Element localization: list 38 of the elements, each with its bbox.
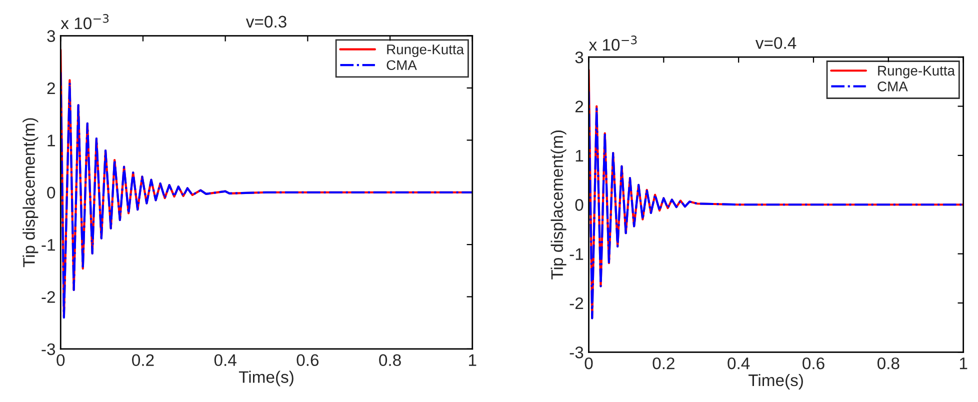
x-tick-label: 0.4 xyxy=(728,357,750,370)
x-tick-label: 1 xyxy=(960,358,968,370)
y-tick-label: 0 xyxy=(47,186,56,199)
y-tick-label: -2 xyxy=(42,291,55,303)
x-tick-label: 0 xyxy=(584,357,593,370)
chart-title: v=0.4 xyxy=(755,37,796,49)
y-tick-label: 2 xyxy=(47,82,55,94)
x-tick-label: 0 xyxy=(56,354,65,366)
x-axis-title: Time(s) xyxy=(238,370,294,386)
x-axis-title: Time(s) xyxy=(748,374,803,390)
legend-label: CMA xyxy=(386,60,417,70)
y-tick-label: 3 xyxy=(47,30,56,42)
y-tick-label: 2 xyxy=(575,100,584,112)
y-tick-label: 0 xyxy=(575,199,584,211)
y-tick-label: 3 xyxy=(575,51,584,64)
legend-label: Runge-Kutta xyxy=(878,66,955,78)
x-tick-label: 0.4 xyxy=(214,354,236,366)
x-tick-label: 1 xyxy=(469,354,476,366)
x-tick-label: 0.8 xyxy=(379,354,401,366)
x-tick-label: 0.6 xyxy=(802,357,824,370)
chart-title: v=0.3 xyxy=(246,16,286,28)
y-tick-label: 1 xyxy=(576,150,584,162)
text: x 10$^{−3}$ xyxy=(60,14,109,30)
x-tick-label: 0.6 xyxy=(296,354,319,366)
x-tick-label: 0.2 xyxy=(652,357,674,370)
x-tick-label: 0.2 xyxy=(132,354,154,366)
y-tick-label: -2 xyxy=(570,297,584,310)
y-axis-title: Tip displacement(m) xyxy=(550,130,566,280)
y-tick-label: -1 xyxy=(42,239,55,251)
y-tick-label: -3 xyxy=(570,346,584,358)
y-tick-label: -1 xyxy=(570,248,584,260)
y-tick-label: -3 xyxy=(42,343,56,356)
y-axis-title: Tip displacement(m) xyxy=(22,118,38,268)
legend-label: CMA xyxy=(878,82,908,92)
y-tick-label: 1 xyxy=(48,134,55,146)
x-tick-label: 0.8 xyxy=(877,357,900,370)
text: x 10$^{−3}$ xyxy=(588,36,637,51)
legend-label: Runge-Kutta xyxy=(387,44,464,58)
